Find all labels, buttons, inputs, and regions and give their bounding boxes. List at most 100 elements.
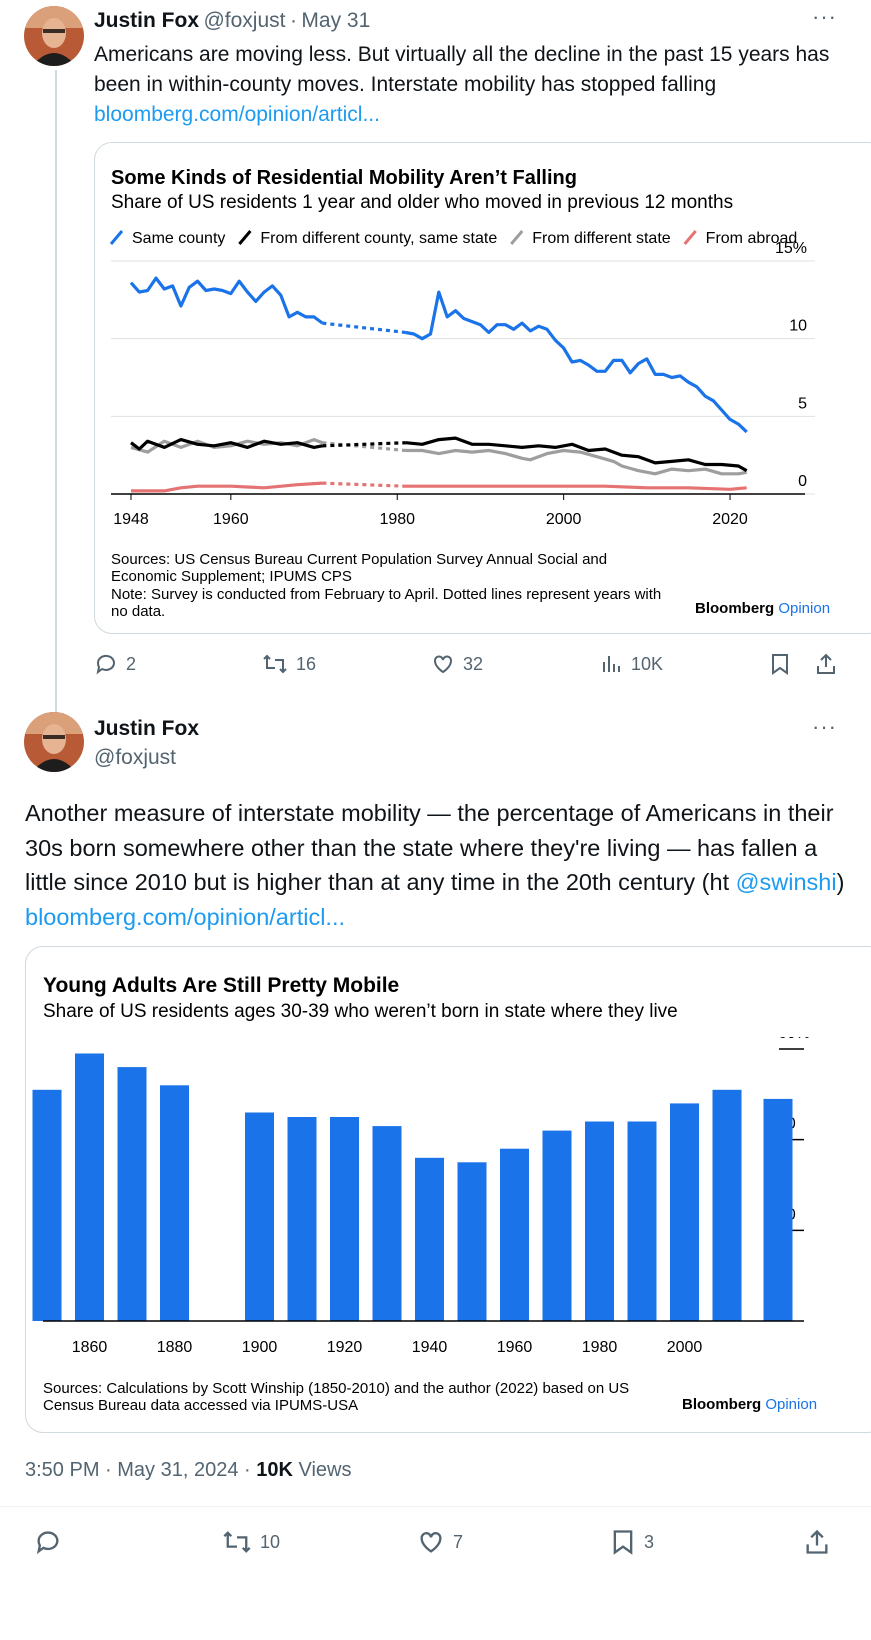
divider	[0, 1506, 871, 1507]
legend-label: From abroad	[706, 230, 798, 247]
like-button[interactable]: 7	[417, 1528, 463, 1556]
views-button[interactable]: 10K	[601, 652, 663, 676]
bookmark-button[interactable]	[769, 652, 791, 676]
x-tick-label: 1980	[379, 511, 415, 528]
legend-item-0: Same county	[109, 230, 225, 247]
series-line	[405, 484, 747, 491]
chart-title: Young Adults Are Still Pretty Mobile	[43, 974, 400, 997]
tweet-timestamp: 3:50 PM · May 31, 2024 · 10K Views	[25, 1459, 352, 1482]
avatar[interactable]	[24, 712, 84, 772]
legend-swatch	[683, 230, 697, 245]
chart-note: Note: Survey is conducted from February …	[111, 586, 662, 620]
series-0	[129, 276, 748, 434]
article-link[interactable]: bloomberg.com/opinion/articl...	[94, 103, 380, 126]
author-handle[interactable]: @foxjust	[94, 746, 177, 769]
like-count: 32	[463, 653, 484, 674]
bar-1990	[627, 1121, 657, 1321]
series-gap-dotted	[322, 441, 406, 448]
retweet-button[interactable]: 10	[222, 1528, 280, 1556]
chart-sources: Sources: US Census Bureau Current Popula…	[111, 551, 608, 585]
bar-1910	[287, 1117, 317, 1321]
x-tick-label: 1900	[242, 1339, 278, 1356]
series-line	[405, 290, 748, 434]
author-name[interactable]: Justin Fox	[94, 717, 200, 740]
author-name[interactable]: Justin Fox	[94, 9, 200, 32]
share-button[interactable]	[814, 652, 838, 676]
x-tick-label: 1880	[157, 1339, 193, 1356]
bar-1850	[32, 1089, 62, 1321]
y-tick-label: 0	[798, 473, 807, 490]
chart-sources: Sources: Calculations by Scott Winship (…	[43, 1380, 630, 1414]
bar-1950	[457, 1162, 487, 1321]
reply-button[interactable]	[34, 1528, 70, 1556]
retweet-count: 16	[296, 653, 317, 674]
tweet1-text: Americans are moving less. But virtually…	[94, 43, 830, 96]
more-options-button[interactable]: ···	[812, 714, 837, 739]
series-line	[129, 276, 324, 325]
series-1	[130, 436, 748, 473]
timestamp-text[interactable]: 3:50 PM · May 31, 2024 ·	[25, 1459, 257, 1481]
series-gap-dotted	[322, 481, 406, 488]
more-options-button[interactable]: ···	[812, 4, 837, 29]
views-chart-icon	[603, 656, 620, 672]
heart-icon	[420, 1532, 442, 1553]
legend-label: Same county	[132, 230, 225, 247]
views-count: 10K	[256, 1459, 293, 1481]
tweet2-body: Another measure of interstate mobility —…	[25, 800, 845, 930]
mention-link[interactable]: @swinshi	[735, 869, 837, 895]
bar-chart: 60%4020018601880190019201940196019802000	[32, 1037, 810, 1356]
retweet-icon	[263, 654, 287, 674]
legend-item-3: From abroad	[683, 230, 798, 247]
like-button[interactable]: 32	[431, 652, 483, 676]
avatar-image	[24, 6, 84, 66]
chart-subtitle: Share of US residents ages 30-39 who wer…	[43, 1001, 678, 1022]
chart-subtitle: Share of US residents 1 year and older w…	[111, 192, 734, 213]
reply-icon	[96, 654, 115, 675]
bar-2010	[712, 1089, 742, 1321]
series-2	[130, 438, 747, 476]
author-handle[interactable]: @foxjust	[203, 9, 286, 32]
bar-2000	[670, 1103, 699, 1321]
retweet-button[interactable]: 16	[262, 652, 316, 676]
retweet-icon	[223, 1531, 251, 1553]
legend-swatch	[238, 230, 252, 245]
x-tick-label: 1980	[582, 1339, 618, 1356]
chart-card-mobility[interactable]: Some Kinds of Residential Mobility Aren’…	[94, 142, 871, 634]
series-gap-dotted	[322, 441, 406, 453]
x-tick-label: 2000	[667, 1339, 703, 1356]
chart-card-young-adults[interactable]: Young Adults Are Still Pretty Mobile Sha…	[25, 946, 871, 1433]
bookmark-button[interactable]: 3	[610, 1528, 654, 1556]
x-tick-label: 1940	[412, 1339, 448, 1356]
bar-1880	[160, 1085, 189, 1321]
bar-1970	[542, 1130, 572, 1321]
bar-1960	[500, 1148, 529, 1321]
x-tick-label: 1960	[497, 1339, 533, 1356]
retweet-count: 10	[260, 1531, 281, 1552]
heart-icon	[434, 655, 452, 674]
reply-count: 2	[126, 653, 137, 674]
legend-item-2: From different state	[510, 230, 671, 247]
bloomberg-opinion-logo: Bloomberg Opinion	[682, 1396, 818, 1413]
series-line	[130, 438, 323, 454]
reply-button[interactable]: 2	[94, 652, 136, 676]
x-tick-label: 2020	[712, 511, 748, 528]
series-gap-dotted	[322, 321, 406, 335]
reply-icon	[36, 1531, 59, 1555]
tweet-date[interactable]: May 31	[301, 9, 371, 32]
share-button[interactable]	[803, 1528, 831, 1556]
bar-1930	[372, 1126, 402, 1321]
legend-label: From different county, same state	[260, 230, 497, 247]
y-tick-label: 5	[798, 395, 807, 412]
article-link[interactable]: bloomberg.com/opinion/articl...	[25, 903, 346, 930]
legend-swatch	[109, 230, 124, 245]
chart-title: Some Kinds of Residential Mobility Aren’…	[111, 167, 577, 189]
views-count: 10K	[631, 653, 664, 674]
bookmark-count: 3	[644, 1531, 655, 1552]
line-chart: Same county From different county, same s…	[109, 230, 815, 528]
like-count: 7	[453, 1531, 464, 1552]
bar-1980	[585, 1121, 614, 1321]
avatar[interactable]	[24, 6, 84, 66]
x-tick-label: 2000	[546, 511, 582, 528]
bloomberg-opinion-logo: Bloomberg Opinion	[695, 600, 831, 617]
x-tick-label: 1860	[72, 1339, 108, 1356]
